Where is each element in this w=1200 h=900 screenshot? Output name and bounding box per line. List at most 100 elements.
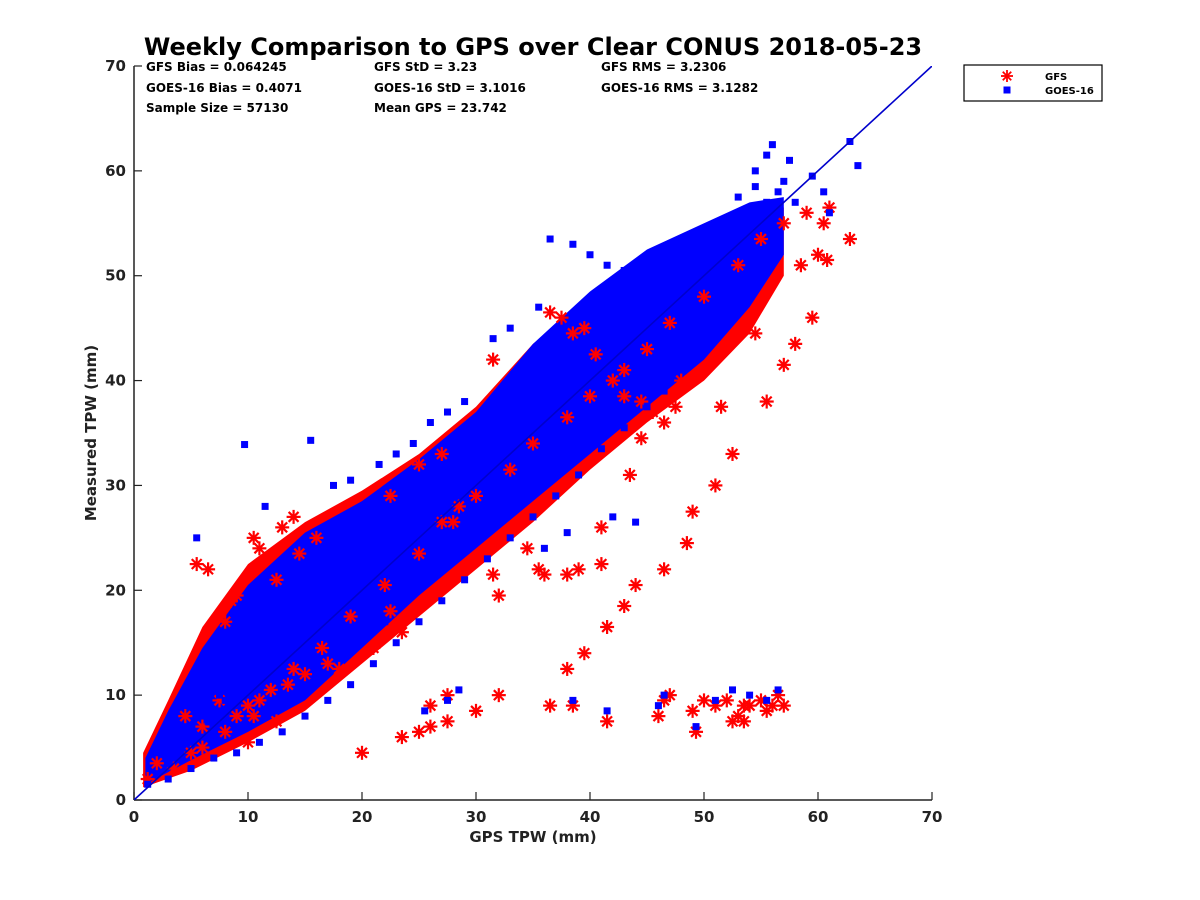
data-point [820, 252, 835, 267]
data-point [298, 667, 312, 682]
stat-line: GOES-16 Bias = 0.4071 [146, 81, 302, 95]
data-point [577, 646, 592, 661]
data-point [774, 188, 782, 196]
data-point [434, 515, 449, 530]
data-point [662, 315, 677, 330]
data-point [569, 696, 577, 704]
data-point [719, 693, 734, 708]
data-point [218, 724, 233, 739]
data-point [620, 424, 628, 432]
data-point [816, 216, 831, 231]
stat-line: GFS RMS = 3.2306 [601, 60, 726, 74]
data-point [603, 707, 611, 715]
data-point [309, 530, 324, 545]
data-point [394, 730, 409, 745]
legend: GFS GOES-16 [963, 64, 1103, 102]
data-point [394, 625, 409, 640]
data-point [335, 592, 343, 600]
data-point [597, 445, 605, 453]
data-point [537, 567, 552, 582]
data-point [679, 536, 694, 551]
data-point [229, 588, 244, 603]
data-point [187, 733, 195, 741]
data-point [503, 462, 518, 477]
data-point [398, 597, 406, 605]
data-point [685, 703, 700, 718]
data-point [674, 373, 689, 388]
data-point [469, 488, 483, 503]
data-point [324, 696, 332, 704]
data-point [489, 335, 497, 343]
data-point [725, 714, 740, 729]
data-point [261, 502, 269, 510]
data-point [754, 232, 768, 247]
chart-title: Weekly Comparison to GPS over Clear CONU… [144, 33, 922, 61]
data-point [600, 714, 615, 729]
data-point [164, 775, 172, 783]
data-point [660, 387, 668, 395]
data-point [355, 745, 369, 760]
data-point [605, 373, 620, 388]
data-point [423, 719, 438, 734]
data-point [677, 282, 685, 290]
data-point [609, 345, 617, 353]
data-point [315, 640, 330, 655]
x-tick-label: 10 [238, 808, 259, 826]
data-point [426, 508, 434, 516]
data-point [218, 614, 233, 629]
data-point [577, 321, 592, 336]
data-point [637, 272, 645, 280]
data-point [563, 382, 571, 390]
legend-marker-square [1003, 86, 1011, 94]
data-point [149, 756, 164, 771]
data-point [776, 357, 791, 372]
data-point [734, 193, 742, 201]
data-point [654, 303, 662, 311]
data-point [210, 754, 218, 762]
data-point [383, 604, 398, 619]
data-point [683, 251, 691, 259]
data-point [586, 251, 594, 259]
data-point [164, 759, 172, 767]
data-point [529, 513, 537, 521]
data-point [660, 691, 668, 699]
data-point [620, 266, 628, 274]
data-point [275, 520, 290, 535]
data-point [763, 696, 771, 704]
data-point [711, 303, 719, 311]
legend-entry: GOES-16 [1003, 86, 1094, 97]
data-point [535, 303, 543, 311]
data-point [343, 609, 358, 624]
stat-line: GOES-16 RMS = 3.1282 [601, 81, 758, 95]
data-point [332, 661, 347, 676]
data-point [381, 550, 389, 558]
data-point [731, 258, 746, 273]
data-point [383, 488, 398, 503]
y-tick-label: 20 [105, 581, 126, 599]
data-point [751, 167, 759, 175]
data-point [632, 518, 640, 526]
y-tick-label: 40 [105, 372, 126, 390]
y-tick-label: 0 [116, 791, 126, 809]
data-point [461, 576, 469, 584]
data-point [586, 366, 594, 374]
data-point [392, 639, 400, 647]
one-to-one-line [134, 66, 932, 800]
data-point [657, 415, 672, 430]
data-point [434, 446, 449, 461]
data-point [788, 336, 803, 351]
data-point [358, 571, 366, 579]
data-point [486, 352, 501, 367]
data-point [241, 698, 255, 713]
stat-line: GFS StD = 3.23 [374, 60, 477, 74]
data-point [455, 686, 463, 694]
data-point [594, 557, 609, 572]
data-point [198, 670, 206, 678]
data-point [588, 347, 603, 362]
data-point [193, 534, 201, 542]
data-point [689, 345, 697, 353]
data-point [622, 467, 637, 482]
data-point [153, 770, 161, 778]
stat-line: GOES-16 StD = 3.1016 [374, 81, 526, 95]
y-tick-label: 10 [105, 686, 126, 704]
